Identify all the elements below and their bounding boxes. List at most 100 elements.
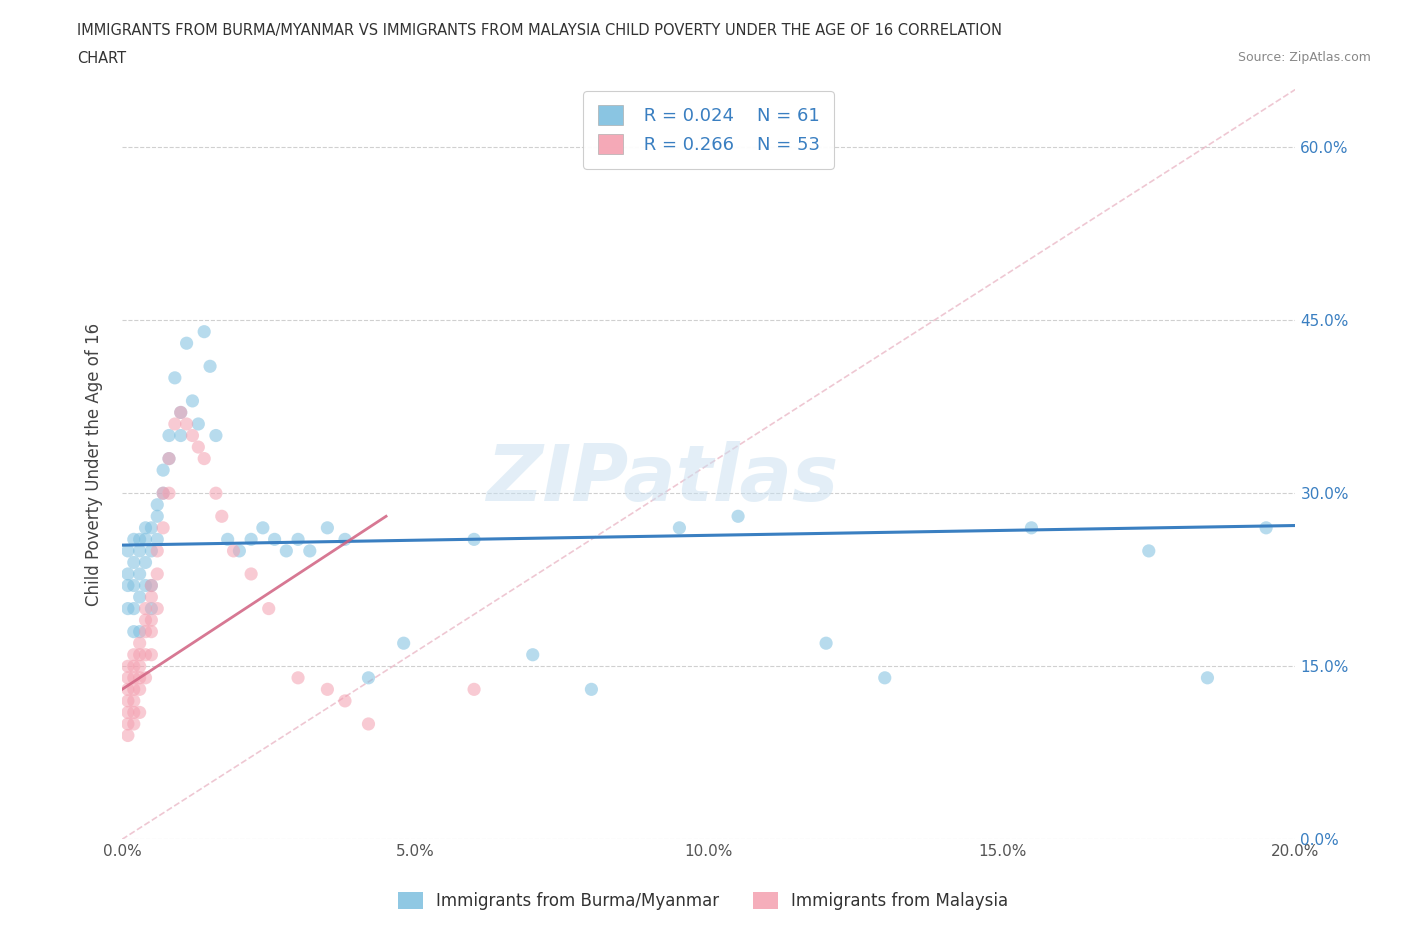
Point bbox=[170, 405, 193, 419]
Point bbox=[176, 336, 198, 351]
Point bbox=[276, 543, 298, 558]
Point bbox=[228, 543, 250, 558]
Point bbox=[873, 671, 896, 685]
Point bbox=[134, 578, 156, 593]
Point bbox=[134, 613, 156, 628]
Point bbox=[217, 532, 239, 547]
Point bbox=[141, 521, 163, 536]
Point bbox=[357, 716, 380, 731]
Point bbox=[211, 509, 233, 524]
Point bbox=[1197, 671, 1219, 685]
Point bbox=[187, 440, 209, 455]
Point bbox=[240, 532, 263, 547]
Point bbox=[117, 694, 139, 709]
Point bbox=[522, 647, 544, 662]
Point bbox=[193, 325, 215, 339]
Point bbox=[316, 682, 339, 697]
Point bbox=[163, 417, 186, 432]
Point bbox=[146, 543, 169, 558]
Point bbox=[1137, 543, 1160, 558]
Point bbox=[117, 601, 139, 616]
Point bbox=[152, 463, 174, 478]
Point bbox=[141, 543, 163, 558]
Point bbox=[122, 694, 145, 709]
Point bbox=[357, 671, 380, 685]
Point bbox=[170, 405, 193, 419]
Point bbox=[122, 705, 145, 720]
Point bbox=[815, 636, 838, 651]
Text: Source: ZipAtlas.com: Source: ZipAtlas.com bbox=[1237, 51, 1371, 64]
Point bbox=[122, 624, 145, 639]
Point bbox=[117, 671, 139, 685]
Point bbox=[134, 555, 156, 570]
Point bbox=[141, 601, 163, 616]
Point bbox=[122, 555, 145, 570]
Point bbox=[117, 716, 139, 731]
Text: ZIPatlas: ZIPatlas bbox=[485, 442, 838, 517]
Point bbox=[134, 521, 156, 536]
Point bbox=[257, 601, 280, 616]
Point bbox=[128, 624, 150, 639]
Point bbox=[134, 647, 156, 662]
Point bbox=[298, 543, 321, 558]
Point bbox=[316, 521, 339, 536]
Point bbox=[117, 658, 139, 673]
Point bbox=[141, 578, 163, 593]
Point bbox=[146, 509, 169, 524]
Point bbox=[146, 601, 169, 616]
Point bbox=[198, 359, 221, 374]
Y-axis label: Child Poverty Under the Age of 16: Child Poverty Under the Age of 16 bbox=[86, 323, 103, 606]
Point bbox=[128, 705, 150, 720]
Point bbox=[157, 451, 180, 466]
Point bbox=[117, 566, 139, 581]
Point bbox=[128, 566, 150, 581]
Point bbox=[668, 521, 690, 536]
Point bbox=[122, 578, 145, 593]
Point bbox=[134, 601, 156, 616]
Point bbox=[122, 647, 145, 662]
Point bbox=[141, 590, 163, 604]
Point bbox=[117, 682, 139, 697]
Point bbox=[181, 393, 204, 408]
Point bbox=[287, 671, 309, 685]
Point bbox=[117, 728, 139, 743]
Point bbox=[128, 590, 150, 604]
Point bbox=[128, 647, 150, 662]
Point bbox=[117, 543, 139, 558]
Point bbox=[333, 532, 356, 547]
Point bbox=[117, 705, 139, 720]
Point bbox=[187, 417, 209, 432]
Point bbox=[1256, 521, 1278, 536]
Point bbox=[252, 521, 274, 536]
Point bbox=[152, 485, 174, 500]
Point bbox=[157, 428, 180, 443]
Point bbox=[205, 428, 228, 443]
Point bbox=[240, 566, 263, 581]
Point bbox=[128, 532, 150, 547]
Point bbox=[146, 566, 169, 581]
Point bbox=[193, 451, 215, 466]
Point bbox=[146, 498, 169, 512]
Point bbox=[122, 532, 145, 547]
Point bbox=[128, 636, 150, 651]
Point bbox=[128, 671, 150, 685]
Point bbox=[170, 428, 193, 443]
Point bbox=[141, 578, 163, 593]
Point bbox=[181, 428, 204, 443]
Point bbox=[152, 485, 174, 500]
Point bbox=[205, 485, 228, 500]
Point bbox=[146, 532, 169, 547]
Point bbox=[581, 682, 603, 697]
Point bbox=[122, 671, 145, 685]
Point bbox=[287, 532, 309, 547]
Point bbox=[128, 543, 150, 558]
Point bbox=[157, 451, 180, 466]
Point bbox=[134, 532, 156, 547]
Point bbox=[157, 485, 180, 500]
Point bbox=[176, 417, 198, 432]
Point bbox=[122, 716, 145, 731]
Point bbox=[122, 658, 145, 673]
Point bbox=[117, 578, 139, 593]
Point bbox=[392, 636, 415, 651]
Point bbox=[128, 682, 150, 697]
